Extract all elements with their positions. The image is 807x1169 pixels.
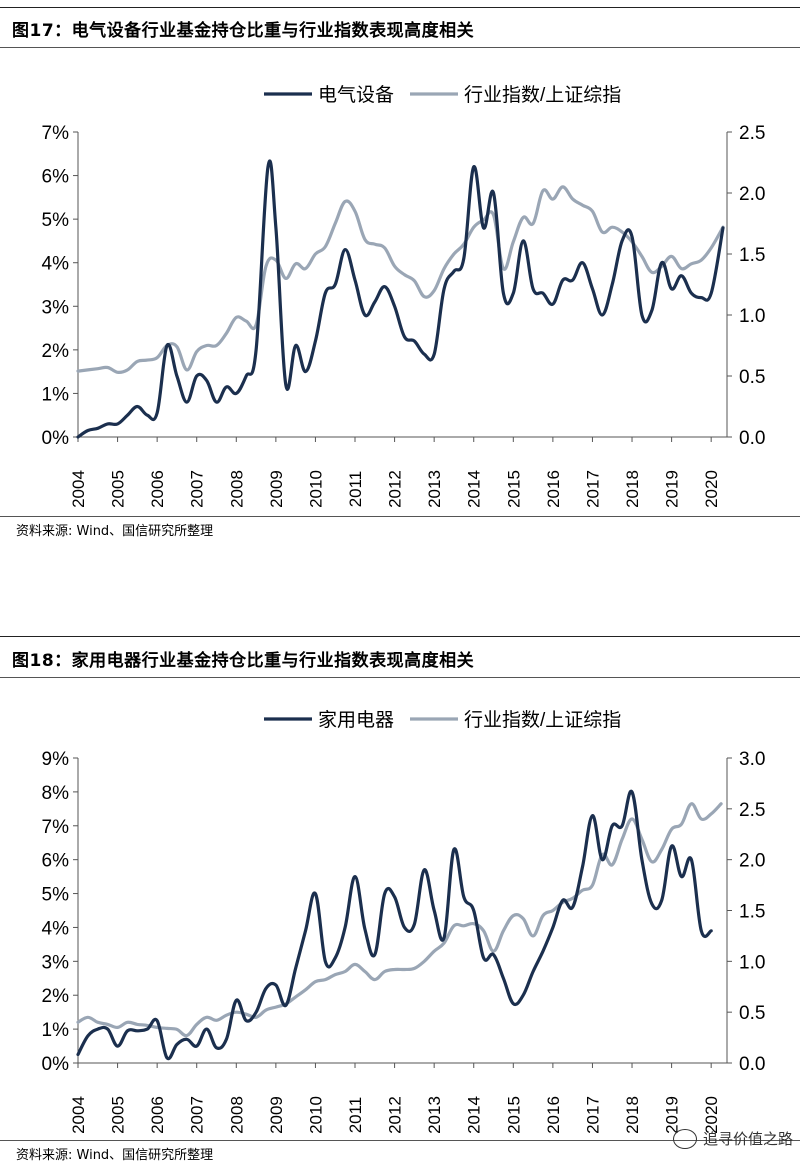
x-tick-label: 2013	[425, 470, 444, 508]
y-left-tick-label: 3%	[42, 297, 70, 318]
x-tick-label: 2012	[386, 470, 405, 508]
x-tick-label: 2018	[623, 1096, 642, 1134]
x-tick-label: 2016	[544, 470, 563, 508]
y-left-tick-label: 0%	[42, 1054, 70, 1075]
x-tick-label: 2020	[702, 470, 721, 508]
x-tick-label: 2019	[663, 1096, 682, 1134]
y-right-tick-label: 0.0	[739, 1054, 765, 1075]
y-left-tick-label: 7%	[42, 123, 70, 144]
y-left-tick-label: 5%	[42, 210, 70, 231]
x-tick-label: 2020	[702, 1096, 721, 1134]
bottom-rule	[0, 516, 800, 517]
y-left-tick-label: 4%	[42, 254, 70, 275]
y-right-tick-label: 2.0	[739, 851, 765, 872]
x-tick-label: 2016	[544, 1096, 563, 1134]
x-tick-label: 2004	[69, 470, 88, 508]
y-right-tick-label: 1.5	[739, 245, 765, 266]
x-tick-label: 2014	[465, 1096, 484, 1134]
y-left-tick-label: 2%	[42, 341, 70, 362]
x-tick-label: 2007	[188, 470, 207, 508]
title-rule	[0, 677, 800, 678]
y-right-tick-label: 0.0	[739, 428, 765, 449]
x-tick-label: 2012	[386, 1096, 405, 1134]
x-tick-label: 2018	[623, 470, 642, 508]
x-tick-label: 2005	[109, 470, 128, 508]
x-tick-label: 2008	[227, 470, 246, 508]
x-tick-label: 2006	[148, 470, 167, 508]
top-rule	[0, 636, 800, 637]
y-left-tick-label: 7%	[42, 817, 70, 838]
x-tick-label: 2005	[109, 1096, 128, 1134]
y-left-tick-label: 2%	[42, 986, 70, 1007]
y-left-tick-label: 0%	[42, 428, 70, 449]
legend-label: 家用电器	[318, 709, 394, 731]
chart: 0% 1% 2% 3% 4% 5% 6% 7% 8% 9% 0.0 0.5 1.0 1.5 2.0 2.5 3.…	[42, 709, 766, 1134]
series-line	[76, 159, 725, 439]
chart: 0% 1% 2% 3% 4% 5% 6% 7% 0.0 0.5 1.0 1.5 2.0 2.5 2004 20…	[42, 84, 766, 508]
x-tick-label: 2011	[346, 1097, 365, 1134]
x-tick-label: 2014	[465, 470, 484, 508]
y-right-tick-label: 1.0	[739, 306, 765, 327]
figure-title: 图18：家用电器行业基金持仓比重与行业指数表现高度相关	[12, 651, 475, 671]
x-tick-label: 2007	[188, 1096, 207, 1134]
watermark: 追寻价值之路	[672, 1128, 793, 1149]
wechat-icon	[672, 1128, 697, 1149]
y-left-tick-label: 6%	[42, 851, 70, 872]
x-tick-label: 2017	[583, 470, 602, 508]
top-rule	[0, 7, 800, 8]
source-note: 资料来源: Wind、国信研究所整理	[16, 1148, 214, 1163]
bottom-rule	[0, 1140, 800, 1141]
y-right-tick-label: 0.5	[739, 367, 765, 388]
y-right-tick-label: 1.5	[739, 902, 765, 923]
legend-label: 电气设备	[318, 84, 394, 106]
y-left-tick-label: 9%	[42, 749, 70, 770]
x-tick-label: 2009	[267, 1096, 286, 1134]
y-left-tick-label: 6%	[42, 167, 70, 188]
x-tick-label: 2008	[227, 1096, 246, 1134]
y-left-tick-label: 1%	[42, 384, 70, 405]
y-left-tick-label: 1%	[42, 1020, 70, 1041]
figure-title: 图17：电气设备行业基金持仓比重与行业指数表现高度相关	[12, 21, 475, 41]
x-tick-label: 2004	[69, 1096, 88, 1134]
figure-18: 图18：家用电器行业基金持仓比重与行业指数表现高度相关 0% 1% 2% 3% 4% 5%…	[0, 630, 807, 1169]
figure-17: 图17：电气设备行业基金持仓比重与行业指数表现高度相关 0% 1% 2% 3% 4% 5%…	[0, 0, 807, 560]
y-left-tick-label: 8%	[42, 783, 70, 804]
watermark-text: 追寻价值之路	[702, 1130, 793, 1148]
y-left-tick-label: 5%	[42, 885, 70, 906]
title-rule	[0, 47, 800, 48]
y-right-tick-label: 2.5	[739, 123, 765, 144]
y-right-tick-label: 2.5	[739, 800, 765, 821]
series-line	[76, 789, 713, 1061]
y-left-tick-label: 4%	[42, 918, 70, 939]
y-right-tick-label: 3.0	[739, 749, 765, 770]
source-note: 资料来源: Wind、国信研究所整理	[16, 524, 214, 539]
x-tick-label: 2010	[306, 1096, 325, 1134]
x-tick-label: 2015	[504, 1096, 523, 1134]
x-tick-label: 2019	[663, 470, 682, 508]
x-tick-label: 2009	[267, 470, 286, 508]
x-tick-label: 2013	[425, 1096, 444, 1134]
x-tick-label: 2006	[148, 1096, 167, 1134]
x-tick-label: 2011	[346, 471, 365, 508]
x-tick-label: 2010	[306, 470, 325, 508]
x-tick-label: 2015	[504, 470, 523, 508]
series-line	[76, 185, 725, 375]
x-tick-label: 2017	[583, 1096, 602, 1134]
legend-label: 行业指数/上证综指	[464, 84, 621, 106]
y-left-tick-label: 3%	[42, 952, 70, 973]
series-line	[76, 802, 723, 1038]
y-right-tick-label: 0.5	[739, 1003, 765, 1024]
y-right-tick-label: 1.0	[739, 952, 765, 973]
y-right-tick-label: 2.0	[739, 184, 765, 205]
legend-label: 行业指数/上证综指	[464, 709, 621, 731]
